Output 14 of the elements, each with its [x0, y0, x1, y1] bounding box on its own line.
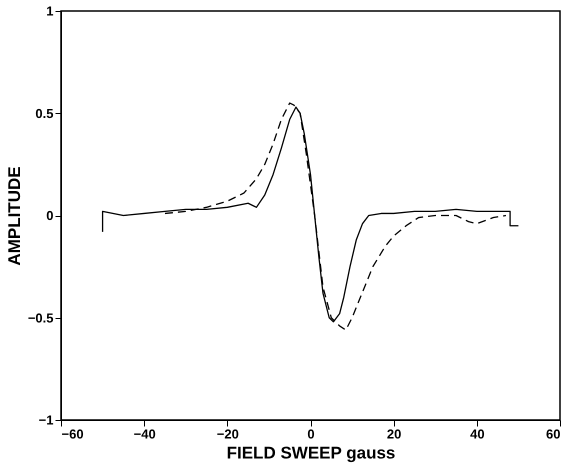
x-tick-label: −20 [216, 426, 239, 442]
x-tick-label: 20 [386, 426, 402, 442]
x-tick-label: 40 [470, 426, 485, 442]
y-tick-label: −1 [38, 412, 54, 428]
x-tick-label: −60 [62, 426, 84, 442]
y-tick-label: 0.5 [35, 106, 54, 121]
x-tick-label: 0 [307, 426, 315, 442]
y-tick-label: 0 [46, 208, 54, 223]
y-tick-label: −0.5 [28, 310, 54, 326]
y-axis-title: AMPLITUDE [4, 166, 24, 266]
x-tick-label: 60 [546, 426, 560, 442]
x-axis-title: FIELD SWEEP gauss [226, 444, 396, 462]
x-tick-label: −40 [134, 426, 156, 442]
y-tick-label: 1 [46, 4, 54, 18]
